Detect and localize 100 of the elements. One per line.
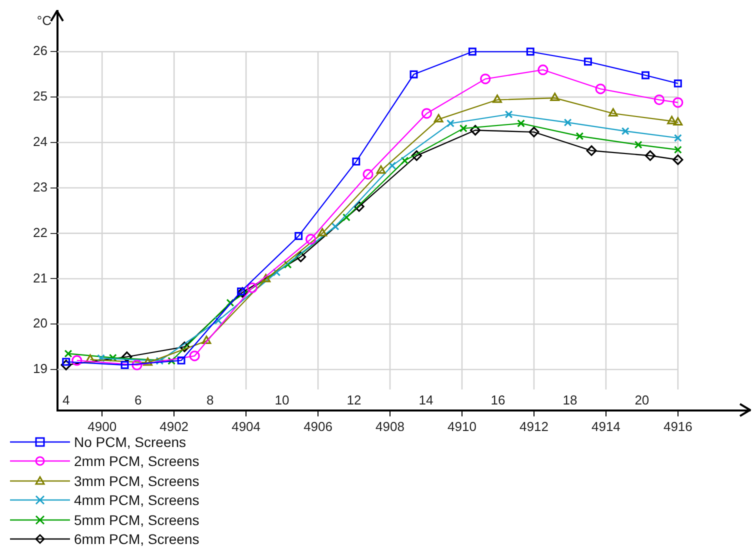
point xyxy=(411,150,422,161)
point xyxy=(226,298,234,307)
point xyxy=(673,117,683,126)
point xyxy=(214,316,222,324)
point xyxy=(672,154,684,166)
point xyxy=(168,356,176,365)
point xyxy=(156,356,164,365)
x2-tick-label: 4 xyxy=(62,392,70,408)
legend-label: 3mm PCM, Screens xyxy=(74,472,200,489)
point xyxy=(517,119,525,128)
point xyxy=(434,114,444,122)
point xyxy=(504,110,513,118)
point xyxy=(143,357,152,366)
point xyxy=(318,228,328,236)
point xyxy=(528,126,540,138)
legend-label: No PCM, Screens xyxy=(74,434,186,450)
point xyxy=(480,74,491,84)
point xyxy=(306,234,316,245)
point xyxy=(470,124,481,136)
x-tick-label: 4908 xyxy=(376,418,404,434)
point xyxy=(667,116,676,124)
y-tick-label: 26 xyxy=(32,43,48,58)
point xyxy=(674,79,682,88)
x2-tick-label: 8 xyxy=(206,392,214,408)
x-tick-label: 4906 xyxy=(304,418,332,434)
x-tick-label: 4916 xyxy=(663,418,692,434)
point xyxy=(246,282,258,294)
point xyxy=(237,287,245,296)
point xyxy=(634,140,642,149)
point xyxy=(331,222,340,230)
point xyxy=(564,118,572,126)
x2-tick-label: 18 xyxy=(562,392,578,408)
point xyxy=(294,232,303,240)
y-tick-label: 21 xyxy=(32,270,48,286)
point xyxy=(86,354,95,363)
point xyxy=(576,132,584,140)
point xyxy=(410,70,418,78)
x-tick-label: 4912 xyxy=(520,418,548,434)
point xyxy=(492,94,502,103)
point xyxy=(60,360,72,370)
point xyxy=(654,94,665,106)
point xyxy=(120,361,129,369)
legend-label: 4mm PCM, Screens xyxy=(74,492,200,508)
x2-tick-label: 14 xyxy=(418,392,434,408)
y-tick-label: 23 xyxy=(32,179,48,194)
point xyxy=(64,350,72,358)
legend-label: 6mm PCM, Screens xyxy=(74,531,200,548)
y-tick-label: 20 xyxy=(32,316,48,331)
x-tick-label: 4910 xyxy=(448,418,476,434)
point xyxy=(421,108,432,119)
x-tick-label: 4902 xyxy=(160,418,189,434)
point xyxy=(97,354,105,362)
point xyxy=(608,108,618,116)
point xyxy=(526,48,534,56)
point xyxy=(538,64,548,76)
point xyxy=(446,119,454,128)
point xyxy=(272,268,281,276)
point xyxy=(468,48,476,56)
point xyxy=(108,354,117,362)
x2-tick-label: 12 xyxy=(346,392,362,408)
y-tick-label: 22 xyxy=(32,224,48,240)
point xyxy=(621,127,630,136)
point xyxy=(179,342,190,352)
point xyxy=(362,168,374,180)
point xyxy=(295,252,306,262)
point xyxy=(261,274,271,282)
point xyxy=(642,71,650,80)
y-tick-label: 24 xyxy=(32,134,48,150)
point xyxy=(459,124,468,132)
point xyxy=(189,350,200,362)
point xyxy=(177,356,186,364)
point xyxy=(352,158,360,166)
x2-tick-label: 10 xyxy=(274,392,290,408)
x-tick-label: 4900 xyxy=(88,418,117,434)
point xyxy=(584,58,592,66)
point xyxy=(400,156,409,165)
point xyxy=(674,146,682,154)
point xyxy=(342,213,350,222)
y-tick-label: 19 xyxy=(32,361,48,376)
point xyxy=(376,165,386,174)
point xyxy=(672,97,684,108)
legend-label: 5mm PCM, Screens xyxy=(74,512,200,528)
point xyxy=(122,352,132,362)
legend-label: 2mm PCM, Screens xyxy=(74,453,200,470)
point xyxy=(674,134,682,142)
x2-tick-label: 16 xyxy=(490,392,506,408)
x-tick-label: 4914 xyxy=(591,418,620,434)
point xyxy=(284,260,292,269)
x-tick-label: 4904 xyxy=(232,418,261,434)
point xyxy=(550,92,560,102)
point xyxy=(354,201,364,212)
x2-tick-label: 6 xyxy=(134,392,142,408)
point xyxy=(644,150,656,161)
point xyxy=(62,358,70,366)
point xyxy=(595,84,606,94)
point xyxy=(202,336,212,344)
point xyxy=(586,145,597,156)
y-axis-title: °C xyxy=(36,12,52,28)
point xyxy=(132,360,142,370)
point xyxy=(388,162,396,170)
